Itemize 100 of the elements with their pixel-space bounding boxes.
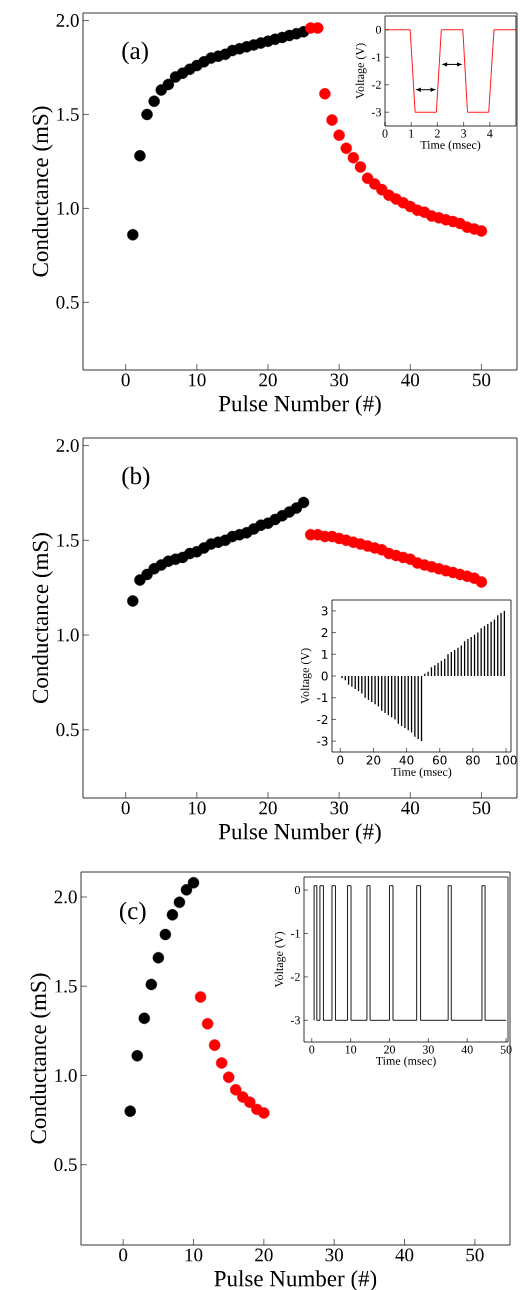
x-tick-label: 40 xyxy=(395,1248,414,1262)
point xyxy=(152,951,165,964)
point xyxy=(134,150,146,162)
point xyxy=(138,1012,150,1025)
y-tick-label: -2 xyxy=(290,972,300,981)
x-tick-label: 50 xyxy=(466,1248,484,1262)
y-tick-label: 0.5 xyxy=(56,295,79,309)
y-tick-label: -1 xyxy=(317,693,328,703)
y-tick-label: 1 xyxy=(322,649,328,659)
y-tick-label: -3 xyxy=(290,1016,300,1025)
point xyxy=(208,1039,221,1051)
point xyxy=(173,896,186,909)
point xyxy=(475,576,488,588)
x-tick-label: 3 xyxy=(461,129,467,138)
x-tick-label: 60 xyxy=(432,755,447,765)
x-tick-label: 30 xyxy=(325,1248,343,1262)
y-axis-title: Conductance (mS) xyxy=(31,533,53,703)
point xyxy=(347,151,360,164)
point xyxy=(127,595,139,607)
point xyxy=(145,978,158,991)
x-tick-label: 30 xyxy=(330,373,348,387)
annotation: (c) xyxy=(119,901,146,925)
x-tick-label: 10 xyxy=(345,1045,357,1054)
point xyxy=(369,178,381,190)
x-tick-label: 2 xyxy=(434,129,440,138)
y-tick-label: -2 xyxy=(317,714,328,724)
point xyxy=(159,928,172,941)
x-tick-label: 0 xyxy=(119,1248,128,1262)
y-axis-title: Voltage (V) xyxy=(274,931,286,988)
x-tick-label: 20 xyxy=(384,1045,396,1054)
y-tick-label: 0.5 xyxy=(56,723,79,737)
x-tick-label: 4 xyxy=(487,129,493,138)
point xyxy=(222,1071,235,1083)
y-tick-label: 1.5 xyxy=(55,979,77,993)
x-tick-label: 40 xyxy=(401,373,420,387)
y-tick-label: 0.5 xyxy=(54,1158,77,1172)
y-axis-title: Conductance (mS) xyxy=(31,106,53,277)
x-tick-label: 30 xyxy=(422,1045,434,1054)
point xyxy=(127,229,139,241)
y-tick-label: 1.5 xyxy=(57,108,79,121)
x-tick-label: 10 xyxy=(189,801,206,815)
y-tick-label: -1 xyxy=(290,929,300,938)
x-tick-label: 1 xyxy=(409,129,414,138)
point xyxy=(215,1057,228,1069)
point xyxy=(340,142,352,154)
y-tick-label: 1.5 xyxy=(57,533,79,547)
x-tick-label: 40 xyxy=(401,801,420,815)
point xyxy=(244,1096,256,1108)
x-tick-label: 20 xyxy=(259,373,277,387)
x-tick-label: 10 xyxy=(185,1248,203,1262)
y-tick-label: -3 xyxy=(371,108,382,117)
point xyxy=(326,114,338,126)
x-tick-label: 0 xyxy=(121,801,130,815)
x-tick-label: 0 xyxy=(337,755,344,765)
point xyxy=(148,95,160,108)
x-axis-title: Time (msec) xyxy=(420,140,481,152)
y-tick-label: 0 xyxy=(321,671,328,681)
point xyxy=(201,1018,214,1030)
point xyxy=(297,496,310,509)
point xyxy=(194,991,207,1003)
point xyxy=(131,1050,143,1062)
y-tick-label: 1.0 xyxy=(57,201,79,215)
point xyxy=(134,574,146,586)
point xyxy=(141,108,153,121)
y-tick-label: 3 xyxy=(321,606,328,616)
x-axis-title: Time (msec) xyxy=(375,1056,436,1068)
x-tick-label: 40 xyxy=(399,755,414,765)
y-tick-label: 2.0 xyxy=(54,890,77,904)
x-tick-label: 20 xyxy=(259,801,277,815)
y-tick-label: -2 xyxy=(371,80,381,89)
x-tick-label: 30 xyxy=(330,801,348,815)
y-axis-title: Conductance (mS) xyxy=(29,973,51,1144)
x-tick-label: 50 xyxy=(473,373,491,387)
point xyxy=(319,88,331,100)
x-axis-title: Pulse Number (#) xyxy=(218,395,381,417)
y-tick-label: 1.0 xyxy=(55,1069,77,1082)
annotation: (a) xyxy=(122,41,148,65)
y-tick-label: 0 xyxy=(294,885,301,895)
y-tick-label: -1 xyxy=(371,53,381,62)
point xyxy=(180,884,193,896)
point xyxy=(475,225,488,237)
y-tick-label: 2.0 xyxy=(56,14,79,27)
x-tick-label: 80 xyxy=(466,755,480,765)
x-tick-label: 40 xyxy=(461,1045,473,1054)
x-tick-label: 0 xyxy=(382,129,388,138)
point xyxy=(187,877,200,889)
x-tick-label: 0 xyxy=(121,373,130,387)
point xyxy=(162,78,175,91)
x-axis-title: Time (msec) xyxy=(391,767,452,779)
x-tick-label: 50 xyxy=(473,801,491,815)
annotation: (b) xyxy=(122,466,150,490)
x-tick-label: 100 xyxy=(495,755,517,765)
point xyxy=(124,1105,136,1117)
y-tick-label: -3 xyxy=(317,736,328,746)
y-axis-title: Voltage (V) xyxy=(355,43,367,99)
y-tick-label: 1.0 xyxy=(57,628,79,642)
x-tick-label: 0 xyxy=(309,1045,315,1054)
point xyxy=(354,161,367,173)
y-tick-label: 0 xyxy=(375,25,382,34)
x-tick-label: 50 xyxy=(500,1045,512,1054)
